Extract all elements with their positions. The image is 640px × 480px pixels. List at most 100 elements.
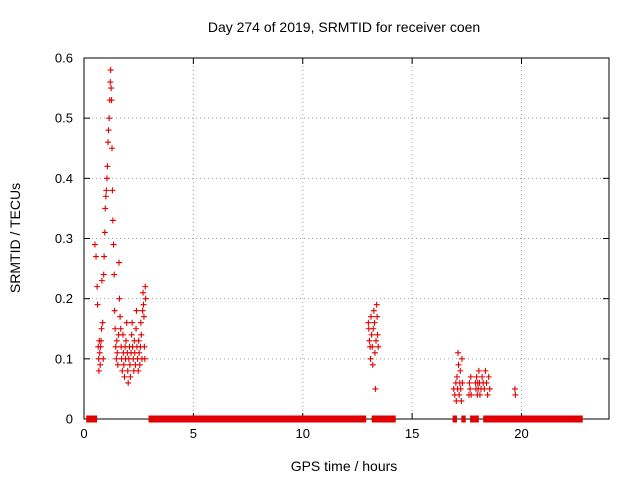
data-point	[97, 361, 104, 368]
data-point	[136, 349, 143, 356]
data-point	[371, 319, 378, 326]
y-tick-label: 0.4	[55, 171, 73, 186]
data-point	[117, 313, 124, 320]
y-axis-label: SRMTID / TECUs	[7, 183, 23, 293]
data-point	[119, 331, 126, 338]
data-point	[112, 325, 119, 332]
data-point	[105, 139, 112, 146]
data-point	[455, 361, 462, 368]
data-point	[511, 385, 518, 392]
data-point	[100, 355, 107, 362]
data-point	[100, 271, 107, 278]
zero-value-marker-band	[148, 415, 367, 423]
data-point	[457, 367, 464, 374]
data-point	[455, 349, 462, 356]
y-tick-label: 0	[66, 412, 73, 427]
data-point	[135, 337, 142, 344]
data-point	[367, 355, 374, 362]
data-point	[459, 379, 466, 386]
data-point	[113, 337, 120, 344]
y-tick-label: 0.2	[55, 291, 73, 306]
data-point	[104, 163, 111, 170]
data-point	[473, 373, 480, 380]
data-point	[476, 391, 483, 398]
data-point	[456, 391, 463, 398]
data-point	[457, 385, 464, 392]
data-point	[368, 313, 374, 320]
data-point	[128, 331, 135, 338]
data-point	[467, 385, 474, 392]
zero-value-marker-band	[452, 415, 457, 423]
data-point	[140, 301, 147, 308]
data-point	[98, 325, 105, 332]
data-point	[113, 355, 120, 362]
data-point	[371, 349, 378, 356]
x-tick-label: 15	[405, 426, 419, 441]
zero-value-marker-band	[86, 415, 98, 423]
data-point	[94, 301, 101, 308]
data-point	[141, 355, 148, 362]
data-point	[468, 391, 475, 398]
data-point	[103, 187, 110, 194]
data-point	[111, 271, 118, 278]
zero-value-marker-band	[371, 415, 396, 423]
data-point	[479, 373, 486, 380]
data-point	[142, 283, 149, 290]
x-axis-label: GPS time / hours	[291, 458, 398, 474]
data-point	[369, 343, 376, 350]
data-point	[466, 379, 473, 386]
tick-layer: 0 0.1 0.2 0.3 0.4 0.5 0.6 0 5 10 15 20	[55, 51, 609, 441]
data-point	[368, 331, 375, 338]
data-point	[119, 367, 126, 374]
data-point	[114, 349, 121, 356]
data-point	[97, 343, 104, 350]
plot-frame	[83, 57, 610, 420]
y-tick-label: 0.5	[55, 111, 73, 126]
data-point	[369, 361, 376, 368]
data-point	[105, 127, 112, 134]
data-point	[107, 79, 114, 86]
data-point	[458, 397, 465, 404]
x-tick-label: 10	[296, 426, 310, 441]
data-point	[106, 115, 113, 122]
data-point	[483, 379, 490, 386]
data-point	[459, 355, 465, 362]
data-point	[127, 373, 134, 380]
data-point	[137, 319, 144, 326]
data-point	[481, 385, 488, 392]
x-tick-label: 0	[80, 426, 87, 441]
data-point	[484, 391, 491, 398]
data-point	[112, 343, 119, 350]
data-point	[133, 325, 140, 332]
data-point	[129, 319, 136, 326]
y-tick-label: 0.1	[55, 351, 73, 366]
data-point	[96, 349, 103, 356]
data-point	[121, 373, 128, 380]
data-point	[114, 361, 121, 368]
x-tick-label: 5	[190, 426, 197, 441]
data-point	[485, 373, 492, 380]
data-point	[126, 361, 133, 368]
data-point	[117, 325, 124, 332]
data-point	[93, 253, 100, 260]
data-point	[138, 331, 145, 338]
data-point	[370, 325, 377, 332]
data-point	[123, 337, 129, 344]
data-point	[95, 367, 102, 374]
y-tick-label: 0.3	[55, 231, 73, 246]
data-point	[91, 241, 98, 248]
data-point	[110, 241, 117, 248]
data-point	[475, 367, 482, 374]
zero-value-marker-band	[483, 415, 583, 423]
data-point	[107, 67, 114, 74]
data-point	[109, 187, 116, 194]
y-tick-label: 0.6	[55, 51, 73, 66]
data-point	[94, 283, 101, 290]
zero-value-marker-band	[461, 415, 466, 423]
grid-layer	[84, 58, 609, 419]
data-point	[365, 319, 372, 326]
data-point	[366, 337, 373, 344]
data-point	[109, 145, 115, 152]
data-point	[116, 295, 123, 302]
